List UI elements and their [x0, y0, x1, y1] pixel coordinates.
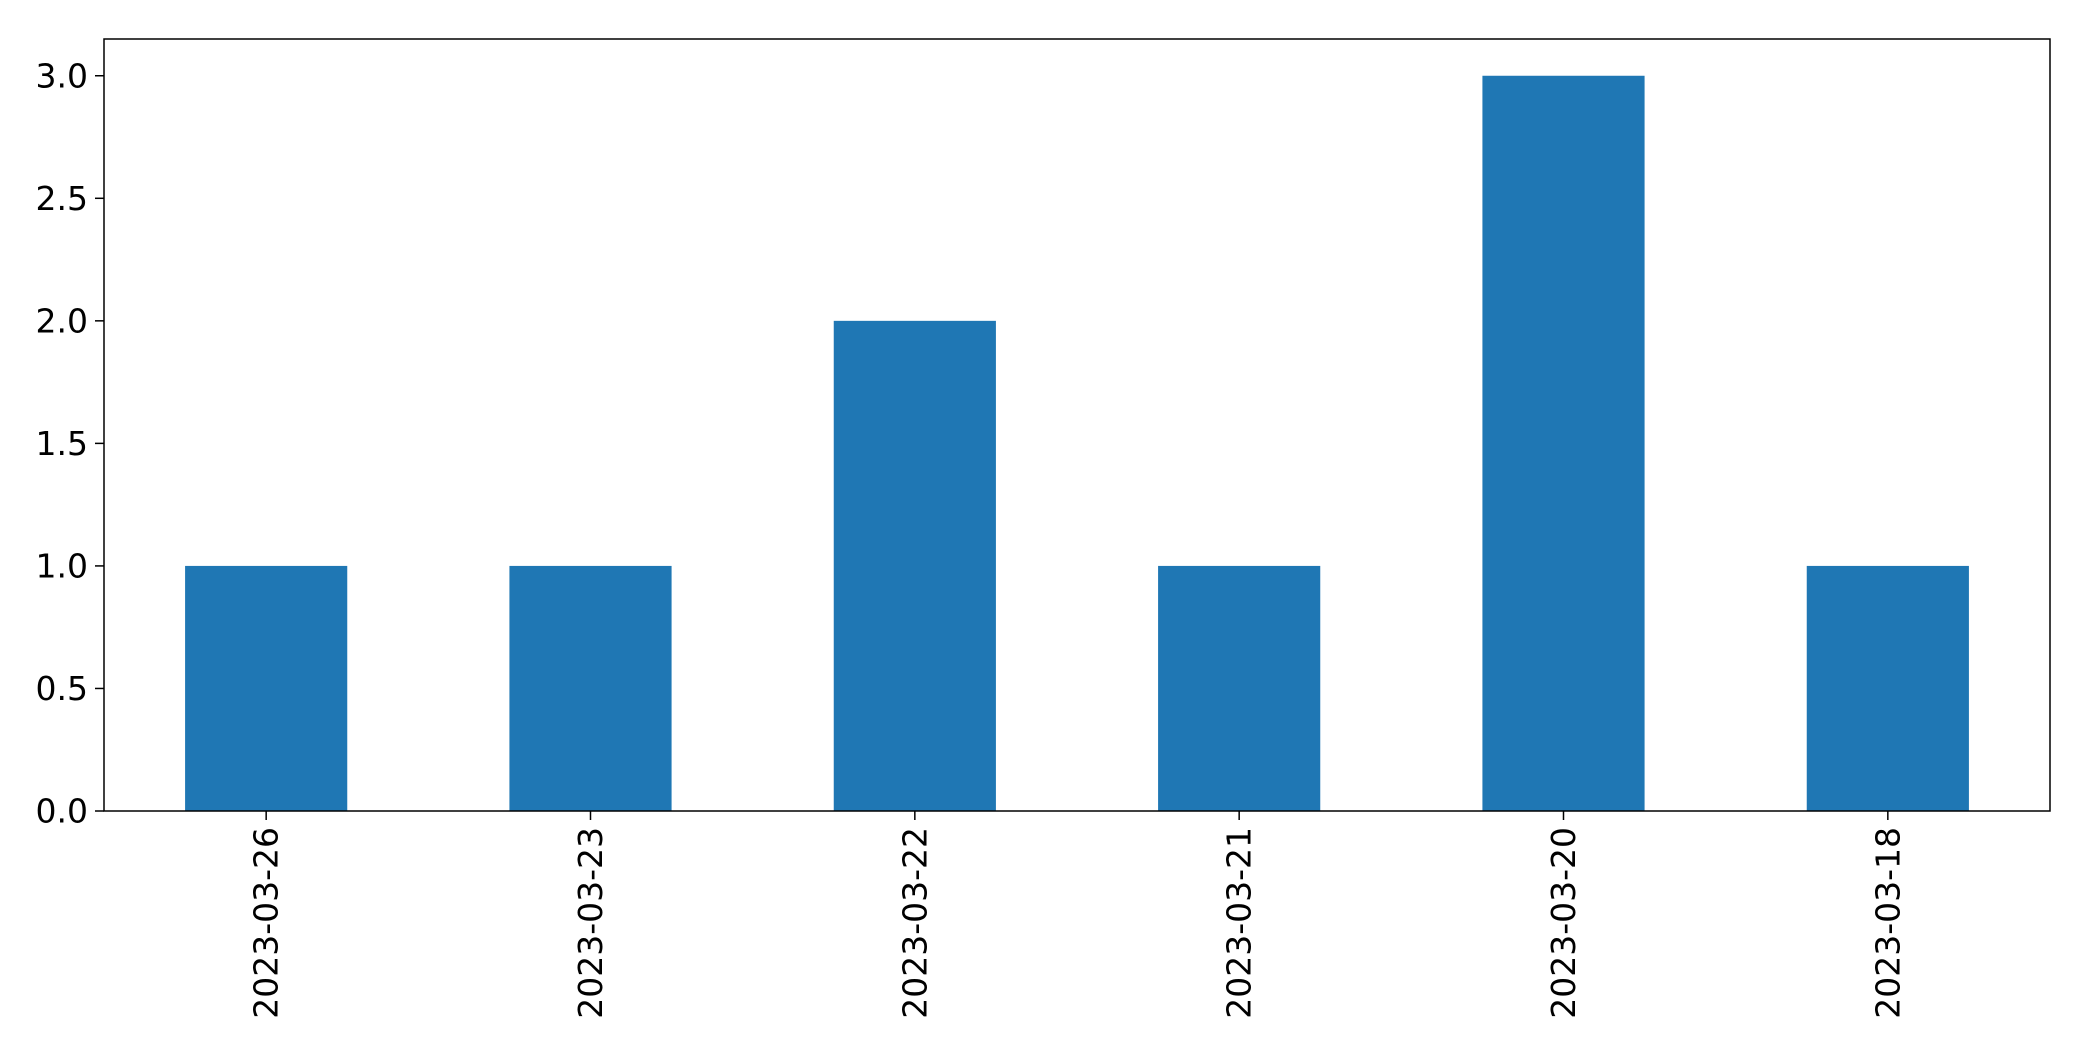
y-tick-label: 1.0	[36, 546, 88, 585]
y-axis: 0.0 0.5 1.0 1.5 2.0 2.5 3.0	[36, 56, 104, 831]
bar-2023-03-18	[1806, 565, 1969, 811]
y-tick-label: 1.5	[36, 424, 88, 463]
y-tick-label: 0.0	[36, 792, 88, 831]
x-tick-label: 2023-03-21	[1220, 827, 1259, 1019]
x-tick-label: 2023-03-18	[1868, 827, 1907, 1019]
x-tick-label: 2023-03-26	[247, 827, 286, 1019]
plot-frame	[103, 38, 2051, 812]
bars-group	[185, 75, 1969, 811]
x-tick-label: 2023-03-22	[895, 827, 934, 1019]
y-tick-label: 2.0	[36, 301, 88, 340]
bar-2023-03-23	[509, 565, 672, 811]
bar-2023-03-26	[185, 565, 348, 811]
bar-2023-03-22	[833, 320, 996, 811]
y-tick-label: 2.5	[36, 179, 88, 218]
bar-2023-03-20	[1482, 75, 1645, 811]
x-tick-label: 2023-03-20	[1544, 827, 1583, 1019]
bar-2023-03-21	[1158, 565, 1321, 811]
y-tick-label: 3.0	[36, 56, 88, 95]
x-tick-label: 2023-03-23	[571, 827, 610, 1019]
x-axis: 2023-03-26 2023-03-23 2023-03-22 2023-03-21…	[247, 811, 1907, 1019]
y-tick-label: 0.5	[36, 669, 88, 708]
